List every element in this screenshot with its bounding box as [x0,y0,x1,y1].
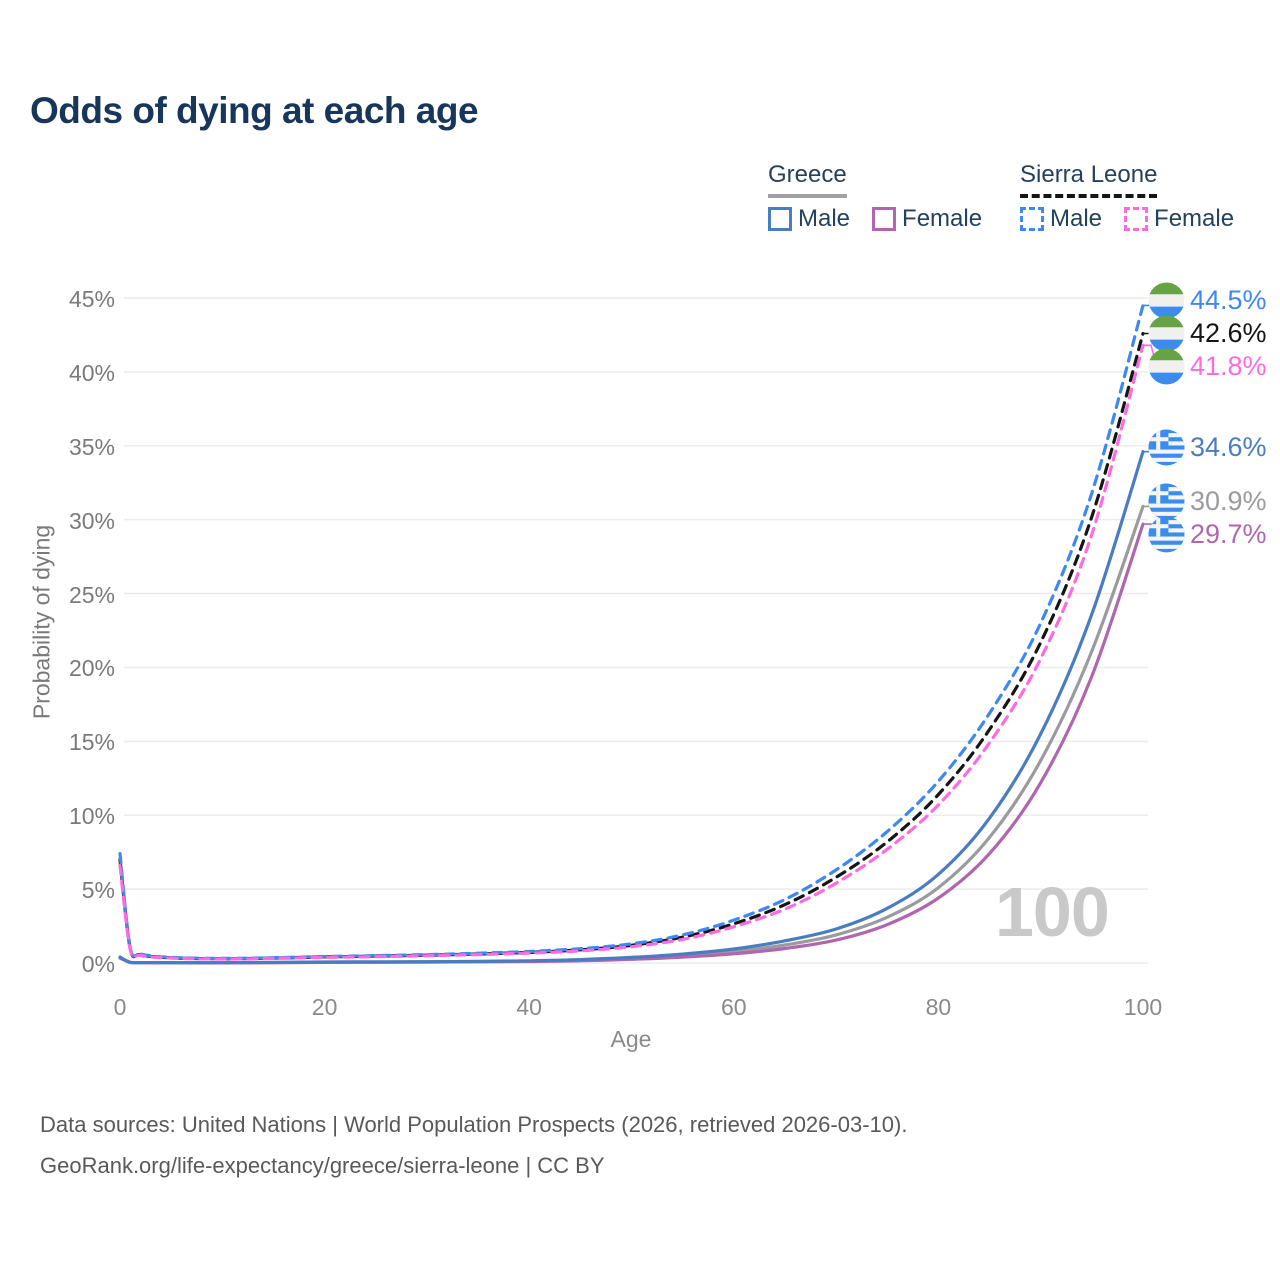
series-line-greece-both-sexes[interactable] [118,504,1145,965]
legend-label-greece-female: Female [902,205,983,232]
legend-swatch-sierra-leone-male[interactable] [1020,207,1044,231]
legend-item-sierra-leone-male[interactable]: Male [1020,205,1102,233]
end-label-sierra-leone-both-sexes: 42.6% [1148,315,1267,352]
x-tick-100: 100 [1123,994,1163,1020]
x-tick-60: 60 [721,994,747,1020]
greece-flag-icon [1148,483,1185,520]
greece-flag-icon [1148,429,1185,466]
end-label-sierra-leone-male: 44.5% [1148,282,1267,319]
y-tick-35%: 35% [68,433,115,460]
sierra-leone-flag-icon [1148,315,1185,352]
page-title: Odds of dying at each age [30,90,479,131]
y-tick-40%: 40% [68,359,115,386]
end-label-value: 34.6% [1190,431,1267,462]
legend-group-title-sierra-leone: Sierra Leone [1020,161,1158,198]
chart-area [118,297,1163,965]
end-label-value: 30.9% [1190,486,1267,517]
y-axis-title: Probability of dying [28,524,55,720]
x-tick-20: 20 [311,994,338,1020]
series-line-greece-male[interactable] [118,450,1145,965]
sierra-leone-flag-icon [1148,282,1185,319]
x-tick-0: 0 [113,994,127,1020]
footer: Data sources: United Nations | World Pop… [40,1104,907,1186]
end-label-greece-both-sexes: 30.9% [1148,483,1267,520]
y-tick-5%: 5% [81,877,115,904]
series-line-sierra-leone-male[interactable] [118,303,1145,961]
legend-item-greece-male[interactable]: Male [768,205,850,233]
x-tick-40: 40 [516,994,542,1020]
end-label-sierra-leone-female: 41.8% [1148,348,1267,385]
legend-swatch-sierra-leone-female[interactable] [1124,207,1149,231]
y-tick-25%: 25% [68,581,115,608]
legend-label-greece-male: Male [798,205,851,232]
end-label-value: 42.6% [1190,318,1267,349]
series-line-sierra-leone-both-sexes[interactable] [118,331,1145,961]
y-tick-15%: 15% [68,729,115,756]
y-tick-10%: 10% [68,803,115,830]
y-tick-30%: 30% [68,507,115,534]
end-label-value: 41.8% [1190,351,1267,382]
legend-item-greece-female[interactable]: Female [872,205,982,233]
end-label-greece-female: 29.7% [1148,516,1267,553]
series-line-sierra-leone-female[interactable] [118,343,1145,961]
legend-swatch-greece-male[interactable] [768,207,792,231]
end-label-value: 29.7% [1190,519,1267,550]
legend-group-greece: Greece Male Female [768,161,1004,233]
legend-group-sierra-leone: Sierra Leone Male Female [1020,161,1256,233]
y-tick-0%: 0% [81,951,115,977]
y-tick-45%: 45% [68,286,115,312]
x-axis-title: Age [610,1026,652,1052]
footer-attribution-line: GeoRank.org/life-expectancy/greece/sierr… [40,1153,605,1178]
legend-label-sierra-leone-female: Female [1154,205,1235,232]
legend-item-sierra-leone-female[interactable]: Female [1124,205,1234,233]
legend-group-title-greece: Greece [768,161,847,198]
legend-swatch-greece-female[interactable] [872,207,897,231]
sierra-leone-flag-icon [1148,348,1185,385]
hover-age-watermark: 100 [995,873,1110,951]
end-label-value: 44.5% [1190,285,1267,316]
footer-sources-line: Data sources: United Nations | World Pop… [40,1112,908,1137]
legend-label-sierra-leone-male: Male [1050,205,1103,232]
x-tick-80: 80 [925,994,952,1020]
y-tick-20%: 20% [68,655,115,682]
greece-flag-icon [1148,516,1185,553]
end-label-greece-male: 34.6% [1148,429,1267,466]
